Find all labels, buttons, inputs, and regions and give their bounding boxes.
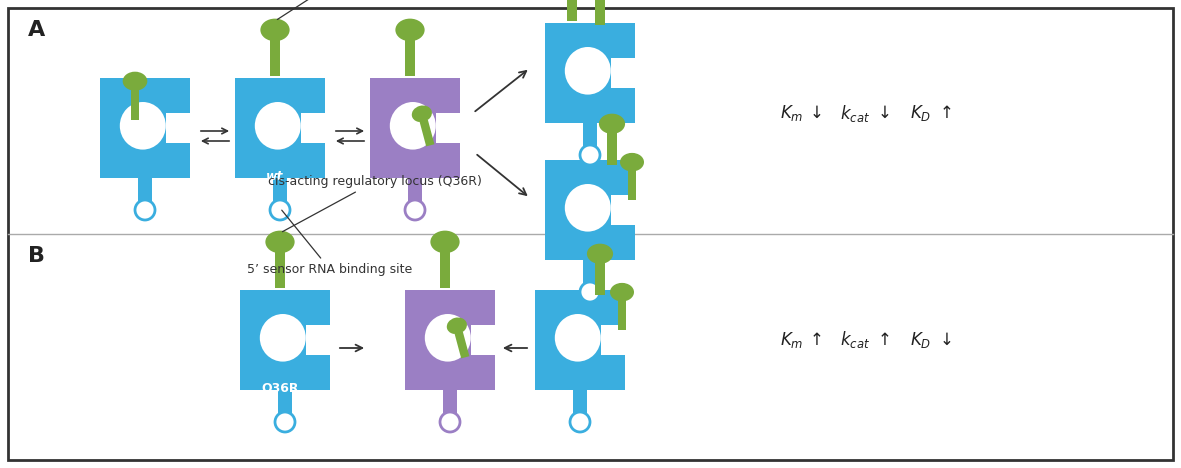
Ellipse shape [260, 19, 289, 41]
Bar [611, 195, 644, 226]
Bar [419, 120, 435, 146]
Ellipse shape [565, 47, 611, 95]
Text: cis-acting regulatory locus (Q36R): cis-acting regulatory locus (Q36R) [268, 175, 482, 232]
Ellipse shape [412, 105, 432, 122]
Circle shape [270, 200, 291, 220]
Text: 5’ sensor RNA binding site: 5’ sensor RNA binding site [247, 210, 412, 276]
Bar [405, 40, 416, 76]
Text: A: A [28, 20, 45, 40]
Circle shape [405, 200, 425, 220]
Bar [165, 112, 198, 144]
Bar [273, 176, 287, 210]
Text: B: B [28, 246, 45, 266]
Ellipse shape [396, 19, 425, 41]
Ellipse shape [587, 244, 613, 264]
Circle shape [441, 412, 461, 432]
Ellipse shape [119, 102, 165, 150]
Bar [601, 324, 634, 356]
Text: ↓: ↓ [877, 104, 892, 122]
Text: $K_m$: $K_m$ [779, 330, 803, 350]
Bar [100, 78, 190, 178]
Text: $K_m$: $K_m$ [779, 103, 803, 123]
Bar [235, 78, 325, 178]
Ellipse shape [430, 231, 459, 253]
Text: cis-acting regulatory locus (Q36): cis-acting regulatory locus (Q36) [267, 0, 472, 20]
Bar [405, 290, 495, 390]
Text: ↑: ↑ [940, 104, 954, 122]
Bar [306, 324, 339, 356]
Bar [618, 300, 626, 330]
Bar [278, 388, 292, 422]
Bar [443, 388, 457, 422]
Bar [583, 121, 598, 155]
Circle shape [580, 282, 600, 302]
Bar [131, 89, 139, 120]
Bar [269, 40, 280, 76]
Ellipse shape [611, 283, 634, 301]
Bar [370, 78, 461, 178]
Circle shape [135, 200, 155, 220]
Bar [595, 263, 605, 295]
Bar [240, 290, 329, 390]
Bar [573, 388, 587, 422]
Bar [301, 112, 334, 144]
Bar [595, 0, 605, 25]
Ellipse shape [260, 314, 306, 362]
Bar [611, 58, 644, 88]
Circle shape [580, 145, 600, 165]
Text: ↑: ↑ [810, 331, 824, 349]
Ellipse shape [123, 72, 148, 91]
Text: ↑: ↑ [877, 331, 892, 349]
Bar [138, 176, 152, 210]
Bar [535, 290, 625, 390]
Bar [436, 112, 469, 144]
Bar [544, 160, 635, 260]
Ellipse shape [565, 184, 611, 232]
Ellipse shape [599, 114, 625, 134]
Bar [275, 252, 286, 288]
Text: wt: wt [266, 169, 283, 183]
Circle shape [570, 412, 590, 432]
Bar [439, 252, 450, 288]
Bar [544, 23, 635, 123]
Bar [407, 176, 422, 210]
Bar [607, 133, 616, 165]
Bar [455, 332, 469, 358]
Circle shape [275, 412, 295, 432]
Ellipse shape [255, 102, 301, 150]
Text: Q36R: Q36R [261, 381, 299, 395]
Text: $K_D$: $K_D$ [911, 103, 932, 123]
Text: $k_{cat}$: $k_{cat}$ [840, 102, 870, 124]
Ellipse shape [446, 317, 466, 334]
Ellipse shape [555, 314, 601, 362]
Bar [628, 170, 637, 200]
Bar [567, 0, 578, 21]
Bar [471, 324, 504, 356]
Ellipse shape [266, 231, 294, 253]
Text: ↓: ↓ [810, 104, 824, 122]
Ellipse shape [390, 102, 436, 150]
Ellipse shape [425, 314, 471, 362]
Text: $k_{cat}$: $k_{cat}$ [840, 329, 870, 351]
Text: $K_D$: $K_D$ [911, 330, 932, 350]
Ellipse shape [620, 153, 644, 171]
Text: ↓: ↓ [940, 331, 954, 349]
Bar [583, 258, 598, 292]
